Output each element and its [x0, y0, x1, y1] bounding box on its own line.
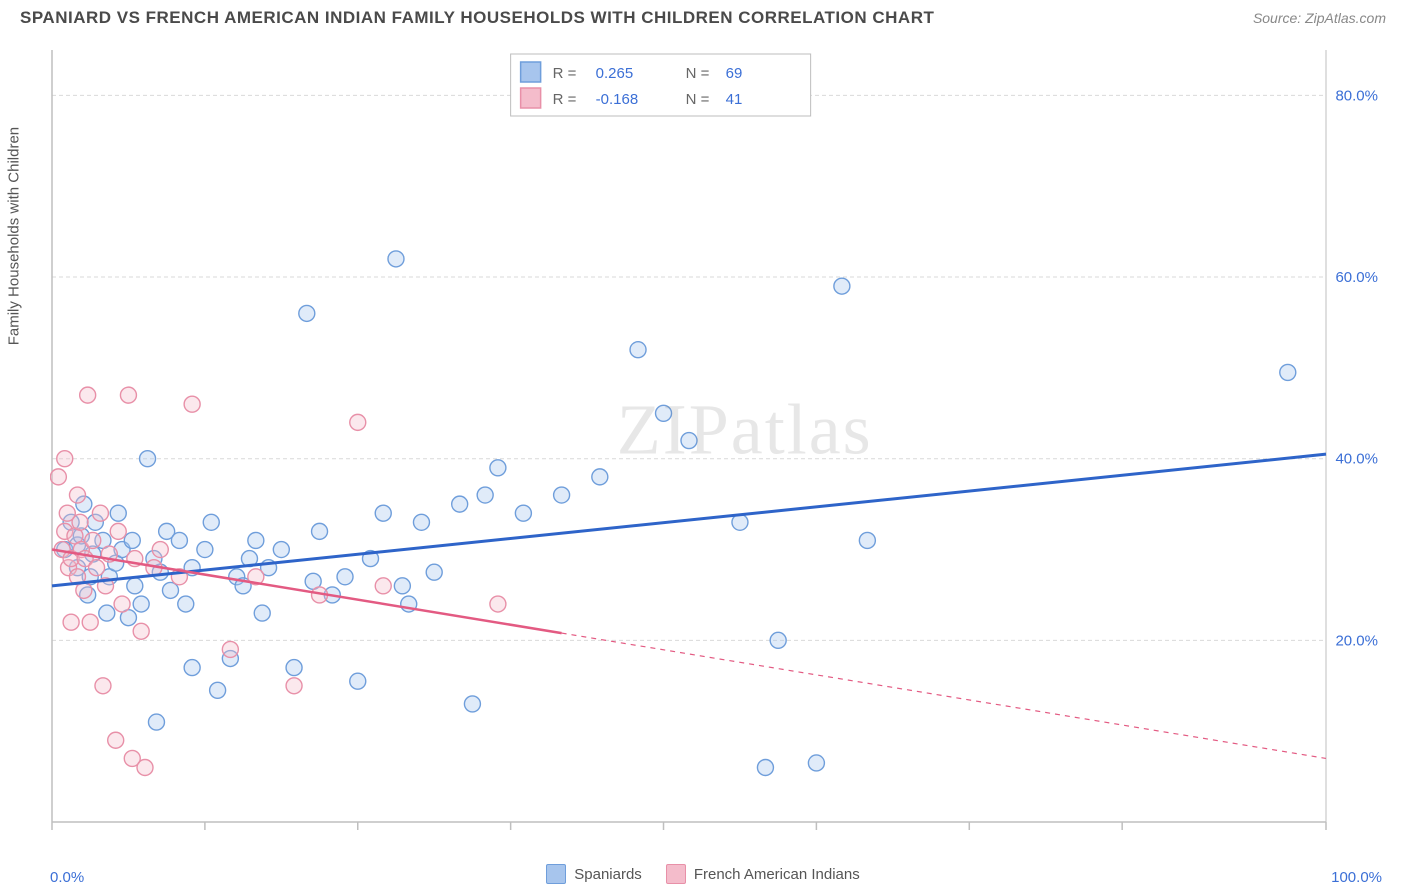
data-point: [273, 542, 289, 558]
stats-n-value: 41: [726, 91, 743, 108]
stats-swatch: [521, 62, 541, 82]
data-point: [148, 714, 164, 730]
data-point: [137, 760, 153, 776]
data-point: [171, 532, 187, 548]
y-tick-label: 20.0%: [1335, 632, 1378, 649]
y-axis-label: Family Households with Children: [6, 127, 23, 345]
stats-n-label: N =: [686, 65, 710, 82]
data-point: [57, 451, 73, 467]
data-point: [203, 514, 219, 530]
y-tick-label: 80.0%: [1335, 87, 1378, 104]
stats-r-label: R =: [553, 65, 577, 82]
data-point: [834, 278, 850, 294]
data-point: [681, 433, 697, 449]
data-point: [127, 578, 143, 594]
data-point: [426, 564, 442, 580]
data-point: [1280, 364, 1296, 380]
data-point: [99, 605, 115, 621]
data-point: [76, 582, 92, 598]
data-point: [124, 532, 140, 548]
data-point: [286, 678, 302, 694]
data-point: [770, 632, 786, 648]
data-point: [452, 496, 468, 512]
source-label: Source: ZipAtlas.com: [1253, 10, 1386, 26]
data-point: [80, 387, 96, 403]
data-point: [375, 578, 391, 594]
legend-swatch: [666, 864, 686, 884]
data-point: [808, 755, 824, 771]
data-point: [82, 614, 98, 630]
data-point: [110, 523, 126, 539]
legend-item-spaniards: Spaniards: [546, 864, 642, 884]
data-point: [50, 469, 66, 485]
data-point: [152, 542, 168, 558]
legend-label: Spaniards: [574, 866, 642, 883]
trend-line: [52, 454, 1326, 586]
data-point: [184, 660, 200, 676]
data-point: [477, 487, 493, 503]
data-point: [72, 514, 88, 530]
stats-n-value: 69: [726, 65, 743, 82]
stats-r-value: 0.265: [596, 65, 634, 82]
data-point: [490, 596, 506, 612]
data-point: [133, 596, 149, 612]
data-point: [92, 505, 108, 521]
chart-title: SPANIARD VS FRENCH AMERICAN INDIAN FAMIL…: [20, 8, 934, 28]
scatter-plot: 20.0% 40.0% 60.0% 80.0% R = 0.265 N = 69 R = -0.1…: [50, 40, 1386, 852]
stats-n-label: N =: [686, 91, 710, 108]
data-point: [95, 678, 111, 694]
data-point: [63, 614, 79, 630]
data-point: [184, 396, 200, 412]
data-point: [394, 578, 410, 594]
data-point: [388, 251, 404, 267]
chart-container: Family Households with Children ZIPatlas…: [50, 40, 1386, 852]
data-point: [630, 342, 646, 358]
data-point: [515, 505, 531, 521]
data-point: [490, 460, 506, 476]
data-point: [592, 469, 608, 485]
stats-r-label: R =: [553, 91, 577, 108]
data-point: [89, 560, 105, 576]
data-point: [757, 760, 773, 776]
legend-label: French American Indians: [694, 866, 860, 883]
data-point: [85, 532, 101, 548]
bottom-legend: Spaniards French American Indians: [0, 864, 1406, 884]
data-point: [299, 305, 315, 321]
header-bar: SPANIARD VS FRENCH AMERICAN INDIAN FAMIL…: [0, 0, 1406, 32]
legend-swatch: [546, 864, 566, 884]
stats-r-value: -0.168: [596, 91, 639, 108]
data-point: [286, 660, 302, 676]
data-point: [114, 596, 130, 612]
data-point: [254, 605, 270, 621]
stats-swatch: [521, 88, 541, 108]
data-point: [337, 569, 353, 585]
data-point: [375, 505, 391, 521]
data-point: [413, 514, 429, 530]
data-point: [350, 414, 366, 430]
data-point: [656, 405, 672, 421]
data-point: [350, 673, 366, 689]
y-tick-label: 60.0%: [1335, 269, 1378, 286]
trend-line-extrapolated: [562, 633, 1326, 758]
data-point: [312, 523, 328, 539]
data-point: [140, 451, 156, 467]
data-point: [859, 532, 875, 548]
data-point: [210, 682, 226, 698]
data-point: [120, 387, 136, 403]
data-point: [108, 732, 124, 748]
data-point: [554, 487, 570, 503]
legend-item-french-american-indians: French American Indians: [666, 864, 860, 884]
y-tick-label: 40.0%: [1335, 451, 1378, 468]
data-point: [110, 505, 126, 521]
data-point: [178, 596, 194, 612]
data-point: [69, 487, 85, 503]
data-point: [464, 696, 480, 712]
data-point: [248, 532, 264, 548]
data-point: [222, 641, 238, 657]
data-point: [133, 623, 149, 639]
data-point: [197, 542, 213, 558]
